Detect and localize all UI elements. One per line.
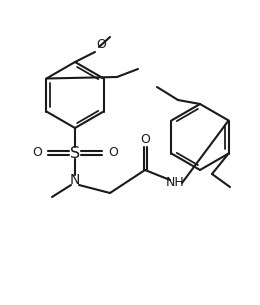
Text: N: N <box>70 173 80 187</box>
Text: O: O <box>96 38 106 51</box>
Text: O: O <box>140 133 150 146</box>
Text: NH: NH <box>166 177 184 189</box>
Text: O: O <box>32 146 42 160</box>
Text: S: S <box>70 145 80 160</box>
Text: O: O <box>108 146 118 160</box>
